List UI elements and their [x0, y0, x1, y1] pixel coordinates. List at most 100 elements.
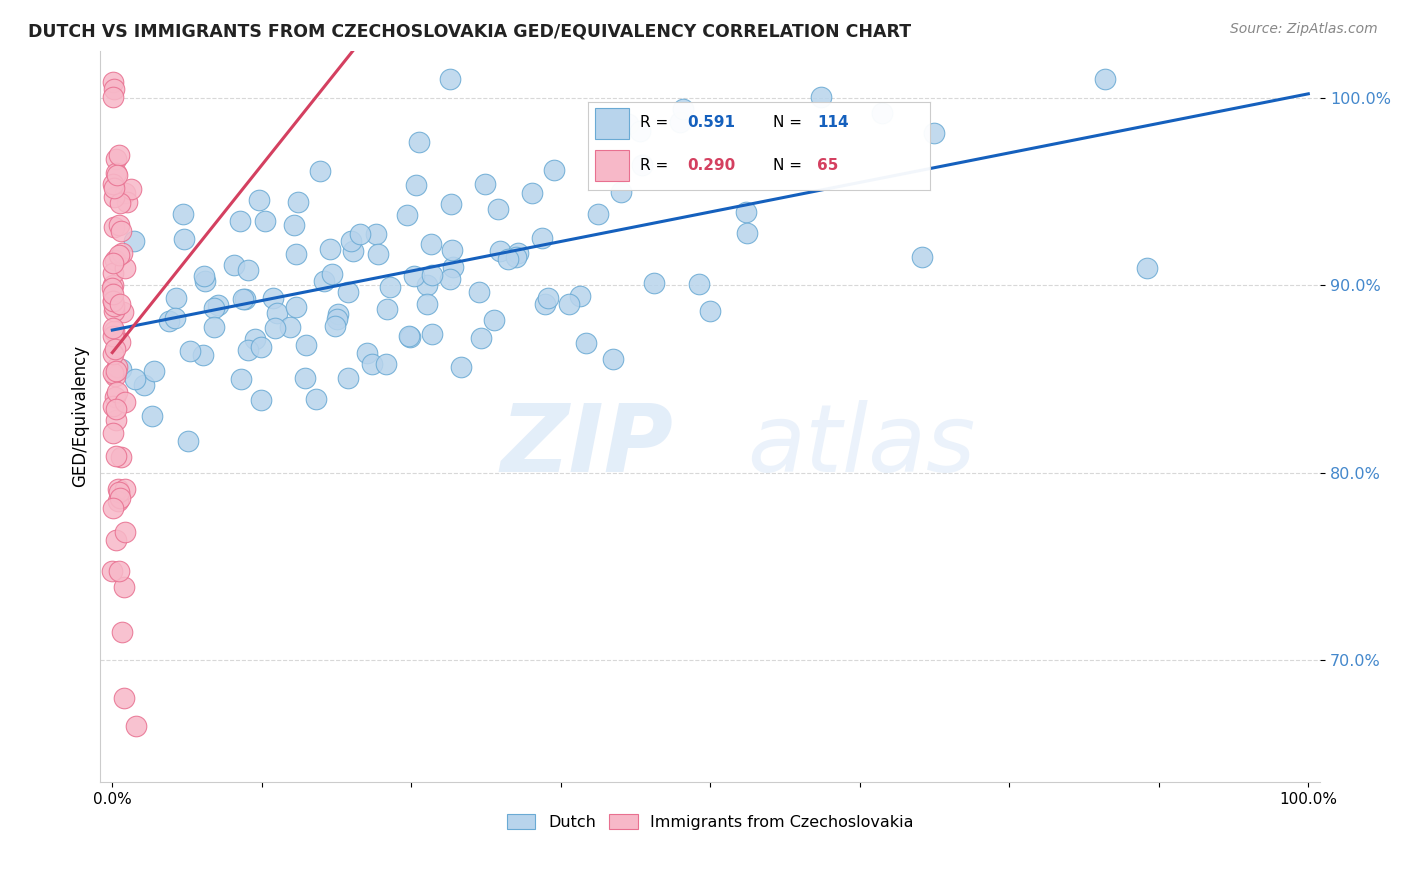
Point [356, 346, 378, 360]
Point [243, 332, 266, 346]
Point [669, 115, 692, 129]
Point [104, 152, 127, 166]
Point [309, 164, 332, 178]
Point [103, 329, 125, 343]
Point [107, 482, 129, 496]
Point [402, 269, 425, 284]
Point [284, 247, 307, 261]
Point [229, 214, 252, 228]
Point [287, 194, 309, 209]
Point [110, 450, 132, 465]
Point [114, 260, 136, 275]
Point [735, 226, 758, 240]
Point [420, 268, 443, 282]
Point [319, 242, 342, 256]
Point [101, 287, 124, 301]
Point [450, 359, 472, 374]
Point [337, 371, 360, 385]
Point [420, 326, 443, 341]
Point [107, 359, 129, 374]
Point [107, 493, 129, 508]
Point [374, 357, 396, 371]
Point [112, 580, 135, 594]
Point [104, 401, 127, 416]
Point [405, 178, 427, 193]
Point [165, 311, 187, 326]
Point [222, 258, 245, 272]
Point [408, 135, 430, 149]
Point [108, 335, 131, 350]
Point [179, 344, 201, 359]
Point [441, 260, 464, 274]
Point [101, 256, 124, 270]
Point [141, 409, 163, 423]
Point [672, 102, 695, 116]
Point [643, 276, 665, 290]
Point [101, 426, 124, 441]
Point [103, 324, 125, 338]
Point [468, 285, 491, 299]
Point [474, 177, 496, 191]
Point [101, 321, 124, 335]
Point [110, 195, 132, 210]
Point [103, 177, 125, 191]
Point [266, 306, 288, 320]
Point [378, 280, 401, 294]
Point [557, 297, 579, 311]
Point [122, 234, 145, 248]
Point [103, 501, 125, 516]
Point [420, 237, 443, 252]
Point [569, 289, 592, 303]
Point [360, 357, 382, 371]
Point [108, 148, 131, 162]
Point [114, 483, 136, 497]
Point [533, 297, 555, 311]
Point [247, 194, 270, 208]
Point [416, 296, 439, 310]
Point [250, 340, 273, 354]
Point [108, 218, 131, 232]
Point [229, 372, 252, 386]
Point [543, 162, 565, 177]
Text: DUTCH VS IMMIGRANTS FROM CZECHOSLOVAKIA GED/EQUIVALENCY CORRELATION CHART: DUTCH VS IMMIGRANTS FROM CZECHOSLOVAKIA … [28, 22, 911, 40]
Point [236, 343, 259, 357]
Point [101, 90, 124, 104]
Point [439, 71, 461, 86]
Point [143, 364, 166, 378]
Point [176, 434, 198, 449]
Point [439, 272, 461, 286]
Point [349, 227, 371, 242]
Point [440, 197, 463, 211]
Point [689, 277, 711, 291]
Point [103, 347, 125, 361]
Point [262, 291, 284, 305]
Point [101, 400, 124, 414]
Text: atlas: atlas [747, 401, 976, 491]
Point [104, 252, 127, 267]
Point [326, 311, 349, 326]
Point [101, 564, 124, 578]
Point [104, 413, 127, 427]
Point [173, 232, 195, 246]
Point [294, 370, 316, 384]
Point [395, 208, 418, 222]
Point [617, 117, 640, 131]
Point [486, 202, 509, 217]
Point [124, 372, 146, 386]
Point [165, 291, 187, 305]
Point [1136, 261, 1159, 276]
Point [416, 277, 439, 292]
Point [202, 320, 225, 334]
Point [111, 625, 134, 640]
Legend: Dutch, Immigrants from Czechoslovakia: Dutch, Immigrants from Czechoslovakia [501, 807, 921, 836]
Point [114, 186, 136, 201]
Point [321, 267, 343, 281]
Point [107, 248, 129, 262]
Point [107, 564, 129, 578]
Text: Source: ZipAtlas.com: Source: ZipAtlas.com [1230, 22, 1378, 37]
Point [496, 252, 519, 266]
Point [336, 285, 359, 300]
Point [249, 393, 271, 408]
Point [115, 195, 138, 210]
Point [278, 319, 301, 334]
